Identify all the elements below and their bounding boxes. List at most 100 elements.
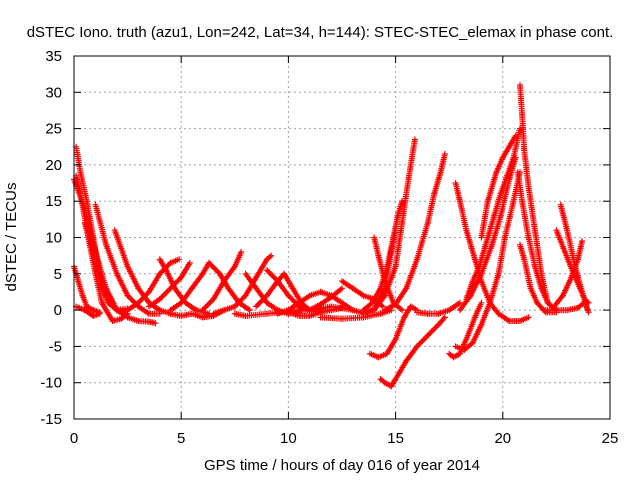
data-point-markers bbox=[394, 198, 405, 219]
data-point-markers bbox=[510, 125, 523, 161]
data-point-markers bbox=[506, 132, 519, 150]
series-arc10 bbox=[156, 256, 213, 317]
data-point-markers bbox=[88, 241, 103, 285]
series-arc4 bbox=[81, 220, 129, 315]
data-point-markers bbox=[553, 227, 568, 255]
data-point-markers bbox=[469, 321, 485, 346]
data-point-markers bbox=[146, 270, 163, 295]
data-point-markers bbox=[392, 357, 410, 383]
series-arc22 bbox=[306, 285, 345, 314]
data-point-markers bbox=[113, 307, 129, 315]
series-arc33 bbox=[452, 180, 532, 324]
data-series bbox=[71, 82, 592, 390]
data-point-markers bbox=[178, 259, 193, 281]
y-tick-label: 25 bbox=[45, 121, 62, 138]
series-arc15 bbox=[210, 252, 275, 317]
axis-ticks: 0 5 10 15 20 25 -15 -10 -5 0 5 10 15 20 25 30 35 bbox=[40, 48, 618, 447]
y-axis-label: dSTEC / TECUs bbox=[3, 183, 20, 292]
data-point-markers bbox=[83, 198, 97, 241]
chart-title: dSTEC Iono. truth (azu1, Lon=242, Lat=34… bbox=[27, 24, 614, 41]
data-point-markers bbox=[96, 278, 112, 306]
data-point-markers bbox=[478, 198, 491, 241]
series-arc6 bbox=[111, 227, 195, 319]
data-point-markers bbox=[371, 285, 388, 312]
data-point-markers bbox=[264, 252, 275, 263]
data-point-markers bbox=[495, 234, 508, 277]
x-tick-label: 0 bbox=[70, 430, 78, 447]
data-point-markers bbox=[405, 136, 418, 183]
series-arc31 bbox=[381, 151, 448, 314]
data-point-markers bbox=[392, 220, 405, 270]
y-tick-label: 20 bbox=[45, 157, 62, 174]
data-point-markers bbox=[392, 285, 410, 308]
series-arc27 bbox=[328, 227, 399, 317]
data-point-markers bbox=[253, 256, 270, 281]
data-point-markers bbox=[369, 285, 384, 306]
series-arc29 bbox=[377, 314, 448, 390]
data-point-markers bbox=[103, 241, 120, 277]
series-arc46 bbox=[574, 298, 592, 311]
y-tick-label: 35 bbox=[45, 48, 62, 65]
data-point-markers bbox=[384, 336, 399, 357]
data-point-markers bbox=[231, 249, 245, 270]
series-arc5 bbox=[92, 201, 163, 317]
series-arc8 bbox=[73, 303, 103, 319]
data-point-markers bbox=[559, 274, 575, 299]
data-point-markers bbox=[178, 285, 195, 306]
data-point-markers bbox=[525, 183, 538, 234]
data-point-markers bbox=[562, 249, 577, 277]
series-arc24 bbox=[317, 307, 395, 322]
data-point-markers bbox=[478, 241, 496, 277]
data-point-markers bbox=[463, 278, 476, 303]
data-point-markers bbox=[583, 298, 592, 306]
x-axis-label: GPS time / hours of day 016 of year 2014 bbox=[204, 457, 480, 474]
data-point-markers bbox=[111, 227, 131, 270]
series-arc45 bbox=[553, 227, 590, 306]
y-tick-label: 10 bbox=[45, 230, 62, 247]
data-point-markers bbox=[118, 310, 131, 322]
data-point-markers bbox=[497, 176, 513, 219]
data-point-markers bbox=[519, 198, 532, 241]
series-arc12 bbox=[167, 259, 253, 314]
y-tick-label: 15 bbox=[45, 193, 62, 210]
data-point-markers bbox=[399, 176, 412, 226]
data-point-markers bbox=[264, 278, 281, 299]
data-point-markers bbox=[435, 314, 448, 328]
y-tick-label: -10 bbox=[40, 375, 62, 392]
data-point-markers bbox=[446, 299, 463, 314]
data-point-markers bbox=[414, 220, 431, 263]
y-tick-label: -15 bbox=[40, 411, 62, 428]
series-arc38 bbox=[478, 132, 519, 241]
data-point-markers bbox=[521, 147, 532, 190]
series-arc34 bbox=[446, 299, 485, 361]
data-point-markers bbox=[501, 198, 517, 241]
data-point-markers bbox=[532, 227, 545, 277]
data-point-markers bbox=[328, 285, 345, 300]
x-tick-label: 5 bbox=[177, 430, 185, 447]
data-point-markers bbox=[497, 172, 511, 197]
series-arc11 bbox=[146, 259, 193, 310]
data-point-markers bbox=[146, 310, 163, 317]
y-tick-label: -5 bbox=[49, 338, 62, 355]
data-point-markers bbox=[388, 227, 399, 255]
data-point-markers bbox=[583, 303, 592, 316]
x-tick-label: 15 bbox=[387, 430, 404, 447]
data-point-markers bbox=[90, 310, 103, 319]
data-point-markers bbox=[517, 314, 532, 324]
data-point-markers bbox=[124, 263, 142, 292]
data-point-markers bbox=[463, 314, 478, 343]
data-point-markers bbox=[210, 278, 228, 303]
series-arc30 bbox=[366, 303, 420, 361]
data-point-markers bbox=[381, 278, 397, 306]
data-point-markers bbox=[471, 299, 485, 321]
series-arc13 bbox=[199, 249, 245, 314]
y-tick-label: 5 bbox=[54, 266, 62, 283]
data-point-markers bbox=[221, 263, 238, 285]
data-point-markers bbox=[146, 318, 159, 327]
x-tick-label: 25 bbox=[602, 430, 619, 447]
data-point-markers bbox=[188, 270, 206, 292]
series-arc37 bbox=[463, 125, 523, 303]
data-point-markers bbox=[403, 343, 420, 364]
